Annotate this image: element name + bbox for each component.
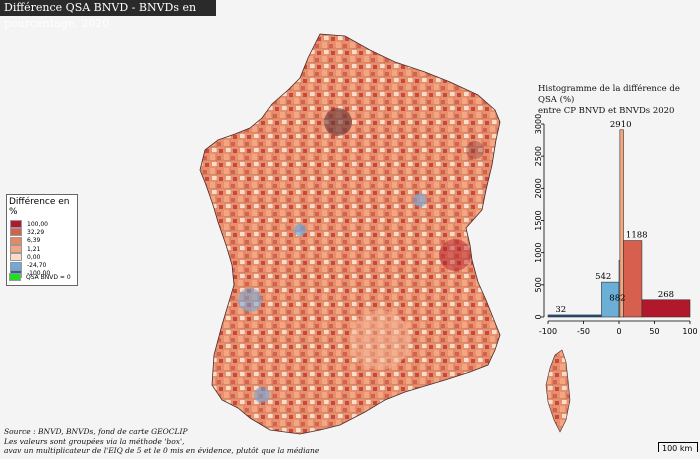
map-legend: Différence en % 100,00 32,29 6,39 1,21 0,00-… — [6, 194, 78, 286]
x-tick-label: 0 — [616, 327, 621, 336]
histogram-title-line1: Histogramme de la différence de QSA (%) — [538, 84, 680, 105]
legend-class-label: 32,29 — [27, 228, 45, 236]
y-tick-label: 1500 — [534, 210, 543, 230]
histogram-bar — [547, 314, 602, 318]
y-tick-label: 2000 — [534, 178, 543, 198]
legend-class: 0,00 — [7, 253, 77, 262]
legend-class: 6,39 — [7, 236, 77, 245]
source-line1: Source : BNVD, BNVDs, fond de carte GEOC… — [4, 427, 188, 436]
histogram-title: Histogramme de la différence de QSA (%) … — [538, 84, 698, 117]
y-tick-label: 0 — [534, 314, 543, 319]
legend-class-label: -24,70 — [27, 262, 47, 270]
scale-label: 100 km — [662, 444, 693, 453]
y-tick-label: 2500 — [534, 146, 543, 166]
scale-bar — [658, 442, 698, 452]
histogram-bar — [623, 240, 643, 318]
france-outline — [199, 33, 501, 435]
legend-swatch — [10, 236, 22, 245]
x-tick-label: -100 — [539, 327, 557, 336]
legend-swatch — [10, 261, 22, 270]
legend-class: 100,00 — [7, 220, 77, 229]
legend-class-label: 100,00 — [27, 220, 48, 228]
legend-zero-swatch — [9, 273, 21, 281]
histogram-title-line2: entre CP BNVD et BNVDs 2020 — [538, 106, 675, 116]
bar-value-label: 1188 — [626, 231, 648, 241]
legend-zero-label: QSA BNVD = 0 — [26, 273, 71, 281]
y-tick-label: 1000 — [534, 242, 543, 262]
legend-class-label: -100,00 — [27, 270, 51, 278]
x-tick-label: 100 — [682, 327, 697, 336]
bar-value-label: 882 — [609, 293, 625, 303]
legend-title: Différence en % — [9, 197, 70, 217]
x-tick-label: 50 — [649, 327, 659, 336]
histogram-bar — [641, 299, 691, 318]
bar-value-label: 32 — [555, 305, 566, 315]
legend-class-label: 1,21 — [27, 245, 41, 253]
source-line2: Les valeurs sont groupées via la méthode… — [4, 436, 185, 446]
legend-swatch — [10, 253, 22, 262]
legend-zero-class: QSA BNVD = 0 — [6, 272, 76, 282]
legend-class: 1,21 — [7, 245, 77, 254]
legend-swatch — [10, 245, 22, 254]
histogram-bar — [619, 129, 624, 318]
source-line3: avav un multiplicateur de l'EIQ de 5 et … — [4, 446, 320, 455]
x-tick-label: -50 — [577, 327, 590, 336]
bar-value-label: 542 — [595, 272, 611, 282]
legend-swatch — [10, 220, 22, 229]
legend-class-label: 6,39 — [27, 237, 41, 245]
legend-swatch — [10, 228, 22, 237]
legend-class: 32,29 — [7, 228, 77, 237]
bar-value-label: 268 — [658, 290, 674, 300]
y-tick-label: 500 — [534, 277, 543, 292]
legend-class: -24,70 — [7, 261, 77, 270]
map-title: Différence QSA BNVD - BNVDs en pourcenta… — [0, 0, 216, 30]
bar-value-label: 2910 — [610, 120, 632, 130]
corsica — [545, 349, 571, 433]
source-note: Source : BNVD, BNVDs, fond de carte GEOC… — [4, 427, 319, 456]
y-tick-label: 3000 — [534, 114, 543, 134]
legend-class-label: 0,00 — [27, 253, 41, 261]
